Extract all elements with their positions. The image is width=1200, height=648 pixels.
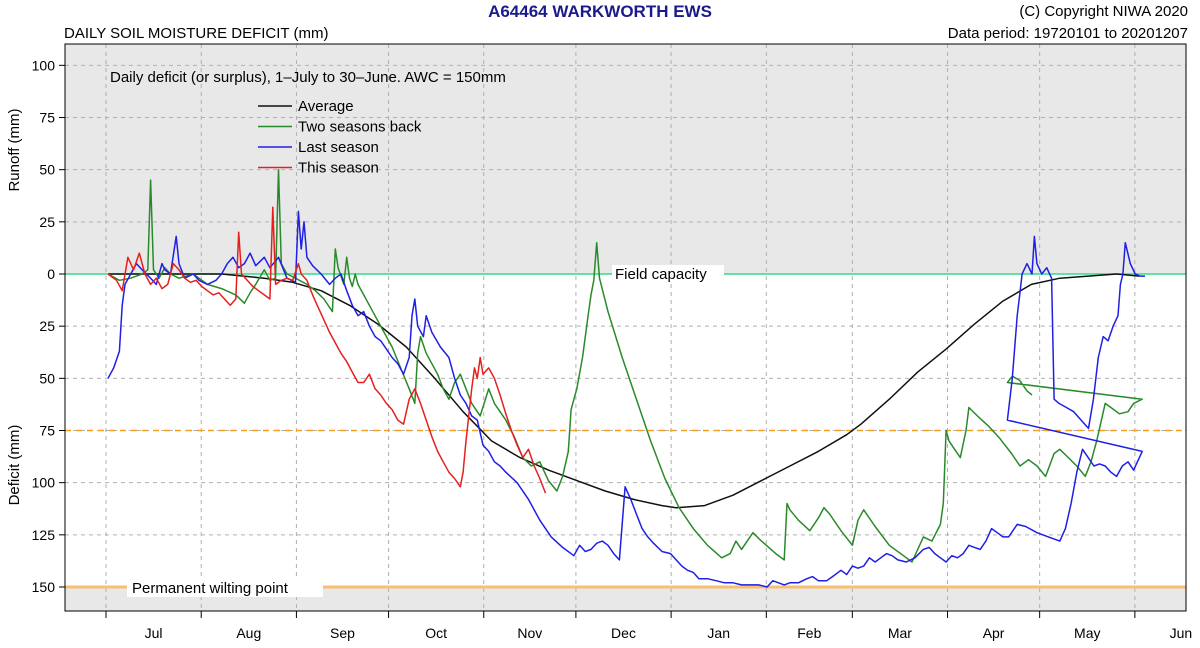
axes: 100 75 50 25 0 25 50 75 100 125 150 Jul Aug Sep Oct Nov… <box>6 43 1193 641</box>
legend-label: Two seasons back <box>298 119 422 136</box>
y-axis-label-runoff: Runoff (mm) <box>6 108 23 191</box>
x-month-label: Aug <box>236 625 261 641</box>
x-month-label: Jun <box>1170 625 1193 641</box>
copyright-notice: (C) Copyright NIWA 2020 <box>1019 3 1188 20</box>
x-month-label: Jan <box>707 625 730 641</box>
y-tick-label: 25 <box>39 214 55 230</box>
grid-lines <box>65 44 1186 611</box>
y-tick-label: 50 <box>39 162 55 178</box>
y-tick-label: 50 <box>39 370 55 386</box>
y-tick-label: 75 <box>39 110 55 126</box>
series-line-average <box>108 273 1140 509</box>
plot-border <box>64 43 1187 612</box>
legend-label: Last season <box>298 139 379 156</box>
wilting-point-label: Permanent wilting point <box>132 580 289 597</box>
y-tick-label: 150 <box>32 579 56 595</box>
field-capacity-label-bg <box>612 265 724 283</box>
chart-title: A64464 WARKWORTH EWS <box>488 2 712 21</box>
y-tick-label: 100 <box>32 57 56 73</box>
y-axis-label-deficit: Deficit (mm) <box>6 425 23 506</box>
x-month-label: Sep <box>330 625 355 641</box>
chart-note: Daily deficit (or surplus), 1–July to 30… <box>110 69 506 86</box>
series-line-last-season <box>107 210 1145 588</box>
x-month-label: Feb <box>797 625 821 641</box>
x-month-label: Nov <box>517 625 542 641</box>
series-lines <box>107 168 1145 588</box>
y-tick-label: 125 <box>32 527 56 543</box>
field-capacity-label: Field capacity <box>615 266 707 283</box>
y-tick-label: 25 <box>39 318 55 334</box>
x-month-label: May <box>1074 625 1100 641</box>
legend: Daily deficit (or surplus), 1–July to 30… <box>110 69 506 177</box>
y-tick-label: 100 <box>32 475 56 491</box>
y-tick-label: 75 <box>39 423 55 439</box>
reference-lines: Field capacity Permanent wilting point <box>65 265 1186 597</box>
plot-background <box>65 44 1186 611</box>
legend-label: Average <box>298 98 354 115</box>
x-month-label: Dec <box>611 625 636 641</box>
chart-subtitle: DAILY SOIL MOISTURE DEFICIT (mm) <box>64 25 329 42</box>
wilting-label-bg <box>127 577 323 597</box>
x-month-label: Apr <box>983 625 1005 641</box>
series-line-two-seasons-back <box>107 168 1143 563</box>
x-month-label: Mar <box>888 625 912 641</box>
y-tick-label: 0 <box>47 266 55 282</box>
x-month-label: Oct <box>425 625 447 641</box>
x-month-label: Jul <box>145 625 163 641</box>
runoff-region <box>65 44 1186 274</box>
data-period: Data period: 19720101 to 20201207 <box>947 25 1188 42</box>
series-line-this-season <box>107 206 547 494</box>
legend-label: This season <box>298 160 379 177</box>
